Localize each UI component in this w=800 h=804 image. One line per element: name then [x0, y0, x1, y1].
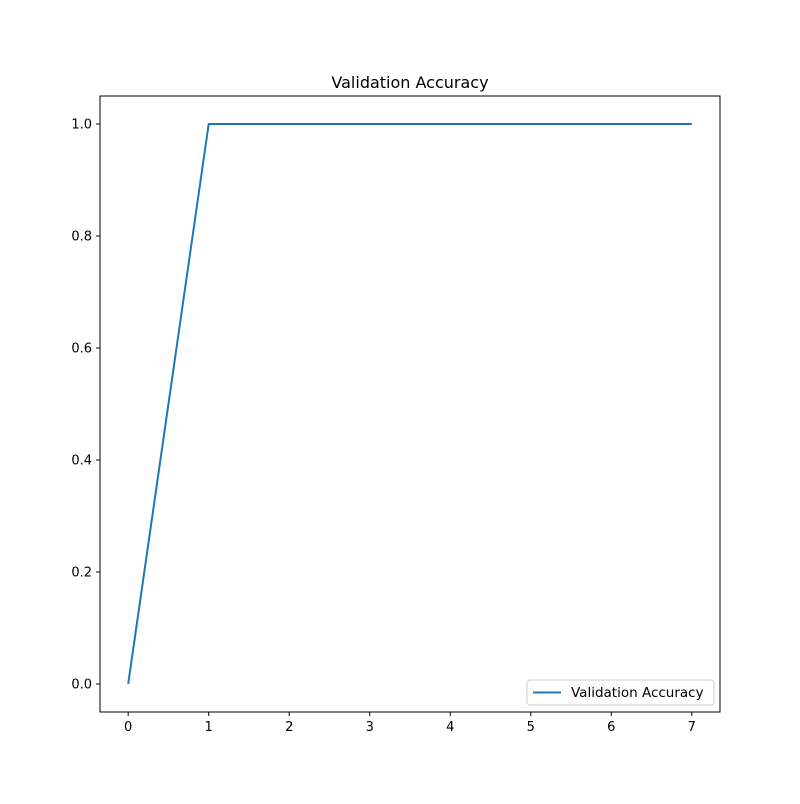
x-tick-label: 0 [124, 720, 132, 735]
y-tick-label: 0.6 [71, 342, 92, 357]
x-tick-label: 5 [527, 720, 535, 735]
x-tick-label: 7 [688, 720, 696, 735]
y-tick-label: 0.2 [71, 566, 92, 581]
y-tick-label: 0.0 [71, 678, 92, 693]
x-tick-label: 1 [205, 720, 213, 735]
x-tick-label: 4 [446, 720, 454, 735]
y-tick-label: 0.4 [71, 454, 92, 469]
legend-label: Validation Accuracy [571, 685, 704, 701]
x-tick-label: 6 [607, 720, 615, 735]
y-tick-label: 0.8 [71, 230, 92, 245]
chart-title: Validation Accuracy [331, 73, 488, 92]
legend: Validation Accuracy [527, 680, 714, 705]
x-tick-label: 3 [366, 720, 374, 735]
x-tick-label: 2 [285, 720, 293, 735]
y-tick-label: 1.0 [71, 118, 92, 133]
